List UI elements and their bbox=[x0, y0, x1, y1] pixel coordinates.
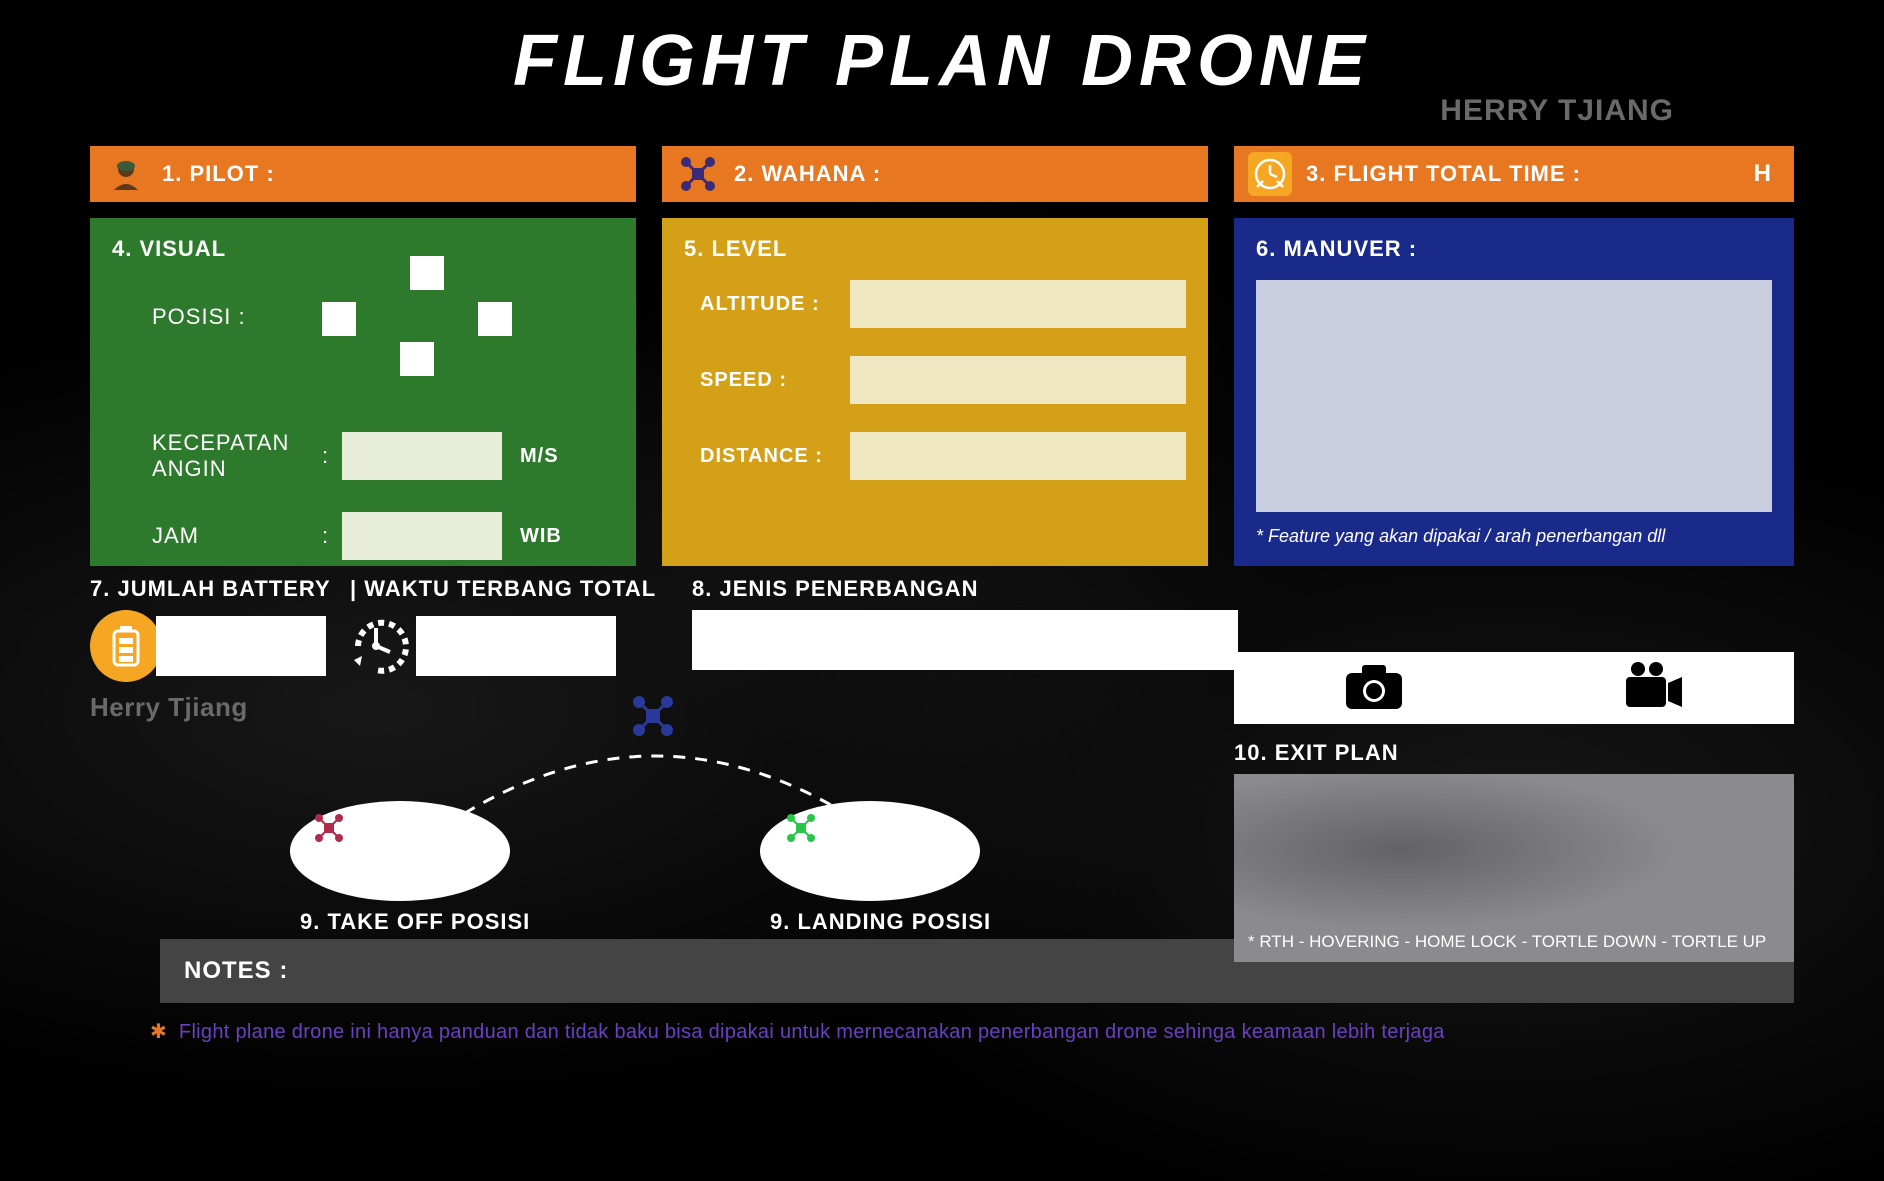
footer-text: Flight plane drone ini hanya panduan dan… bbox=[179, 1021, 1445, 1043]
manuver-input[interactable] bbox=[1256, 280, 1772, 512]
manuver-title: 6. MANUVER : bbox=[1256, 236, 1772, 262]
flight-time-unit: H bbox=[1754, 160, 1772, 188]
takeoff-drone-icon bbox=[312, 811, 346, 850]
battery-title: 7. JUMLAH BATTERY bbox=[90, 576, 350, 602]
speed-label: SPEED : bbox=[700, 369, 850, 392]
video-icon[interactable] bbox=[1622, 659, 1686, 718]
landing-label: 9. LANDING POSISI bbox=[770, 909, 991, 935]
flight-time-header: 3. FLIGHT TOTAL TIME : H bbox=[1234, 146, 1794, 202]
posisi-dpad[interactable] bbox=[322, 280, 532, 400]
flight-time-total-title: | WAKTU TERBANG TOTAL bbox=[350, 576, 656, 602]
dpad-right[interactable] bbox=[478, 302, 512, 336]
wahana-label: 2. WAHANA : bbox=[734, 161, 881, 187]
dpad-down[interactable] bbox=[400, 342, 434, 376]
visual-title: 4. VISUAL bbox=[112, 236, 614, 262]
flight-time-label: 3. FLIGHT TOTAL TIME : bbox=[1306, 161, 1581, 187]
notes-label: NOTES : bbox=[184, 957, 288, 985]
jenis-title: 8. JENIS PENERBANGAN bbox=[692, 576, 1238, 602]
stopwatch-icon bbox=[336, 610, 416, 682]
asterisk-icon: ✱ bbox=[150, 1021, 167, 1043]
distance-input[interactable] bbox=[850, 432, 1186, 480]
battery-input[interactable] bbox=[156, 616, 326, 676]
pilot-header: 1. PILOT : bbox=[90, 146, 636, 202]
flight-time-input[interactable] bbox=[416, 616, 616, 676]
exit-plan-title: 10. EXIT PLAN bbox=[1234, 740, 1794, 766]
takeoff-label: 9. TAKE OFF POSISI bbox=[300, 909, 530, 935]
speed-input[interactable] bbox=[850, 356, 1186, 404]
exit-plan-note: * RTH - HOVERING - HOME LOCK - TORTLE DO… bbox=[1248, 932, 1780, 952]
photo-icon[interactable] bbox=[1342, 659, 1406, 718]
kecepatan-label: KECEPATAN ANGIN bbox=[152, 430, 322, 482]
jenis-input[interactable] bbox=[692, 610, 1238, 670]
media-type-row bbox=[1234, 652, 1794, 724]
drone-flying-icon bbox=[630, 693, 676, 744]
footer-disclaimer: ✱ Flight plane drone ini hanya panduan d… bbox=[150, 1019, 1794, 1044]
kecepatan-input[interactable] bbox=[342, 432, 502, 480]
battery-icon bbox=[90, 610, 162, 682]
dpad-left[interactable] bbox=[322, 302, 356, 336]
page-title: FLIGHT PLAN DRONE bbox=[90, 20, 1794, 102]
jam-unit: WIB bbox=[520, 525, 562, 548]
altitude-label: ALTITUDE : bbox=[700, 293, 850, 316]
dpad-up[interactable] bbox=[410, 256, 444, 290]
kecepatan-unit: M/S bbox=[520, 445, 559, 468]
clock-icon bbox=[1248, 152, 1292, 196]
visual-panel: 4. VISUAL POSISI : KECEPATAN ANGIN : M/S… bbox=[90, 218, 636, 566]
manuver-panel: 6. MANUVER : * Feature yang akan dipakai… bbox=[1234, 218, 1794, 566]
exit-plan-input[interactable]: * RTH - HOVERING - HOME LOCK - TORTLE DO… bbox=[1234, 774, 1794, 962]
distance-label: DISTANCE : bbox=[700, 445, 850, 468]
level-panel: 5. LEVEL ALTITUDE : SPEED : DISTANCE : bbox=[662, 218, 1208, 566]
manuver-note: * Feature yang akan dipakai / arah pener… bbox=[1256, 526, 1772, 547]
pilot-label: 1. PILOT : bbox=[162, 161, 275, 187]
jam-label: JAM bbox=[152, 523, 322, 549]
posisi-label: POSISI : bbox=[152, 280, 322, 330]
pilot-icon bbox=[104, 152, 148, 196]
drone-icon bbox=[676, 152, 720, 196]
altitude-input[interactable] bbox=[850, 280, 1186, 328]
jam-input[interactable] bbox=[342, 512, 502, 560]
landing-drone-icon bbox=[784, 811, 818, 850]
wahana-header: 2. WAHANA : bbox=[662, 146, 1208, 202]
level-title: 5. LEVEL bbox=[684, 236, 1186, 262]
